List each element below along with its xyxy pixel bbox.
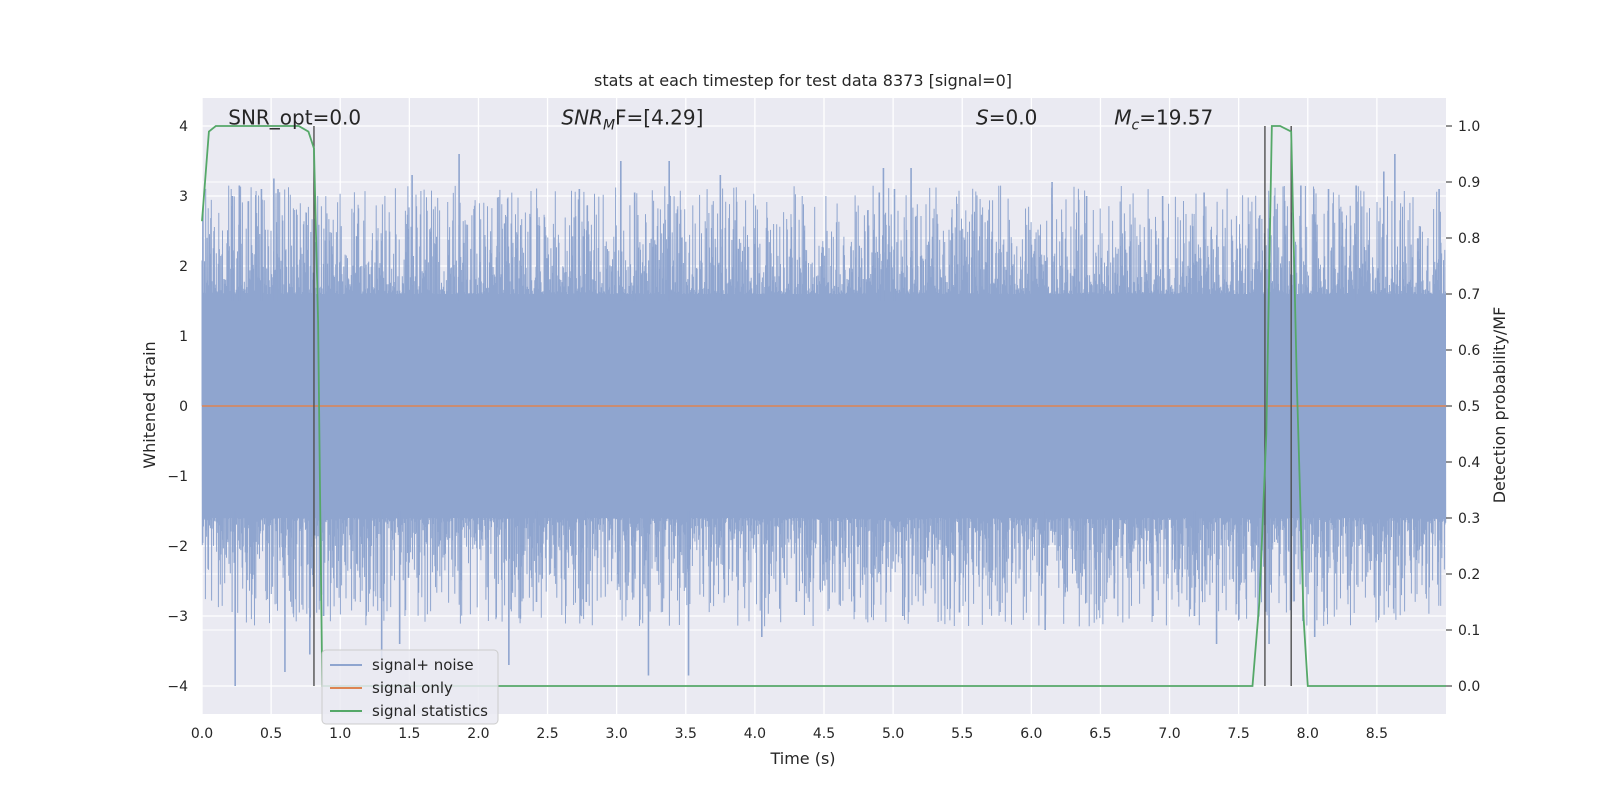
x-axis-label: Time (s) <box>769 749 835 768</box>
y2-tick-label: 0.8 <box>1458 231 1480 247</box>
y-tick-label: 3 <box>179 189 188 205</box>
y2-tick-label: 0.7 <box>1458 287 1480 303</box>
x-tick-label: 0.5 <box>260 726 282 742</box>
x-tick-label: 3.0 <box>606 726 628 742</box>
y-tick-label: −2 <box>167 539 188 555</box>
legend-label: signal+ noise <box>372 656 474 674</box>
annotation-text: S=0.0 <box>976 106 1037 130</box>
y2-tick-label: 0.3 <box>1458 511 1480 527</box>
noise-trace <box>201 185 1447 627</box>
legend-label: signal statistics <box>372 702 488 720</box>
legend: signal+ noise signal only signal statistic… <box>321 649 499 725</box>
x-tick-label: 8.0 <box>1297 726 1319 742</box>
x-axis-ticks: 0.0 0.5 1.0 1.5 2.0 2.5 3.0 3.5 4.0 4.5 5.0 5.5 6.0 6… <box>191 726 1388 742</box>
y2-tick-label: 0.1 <box>1458 623 1480 639</box>
statistics-line <box>201 125 1446 687</box>
y-axis-ticks: −4 −3 −2 −1 0 1 2 3 4 <box>167 119 188 695</box>
x-tick-label: 5.0 <box>882 726 904 742</box>
y-axis-label: Whitened strain <box>140 341 159 468</box>
x-tick-label: 1.5 <box>398 726 420 742</box>
y2-tick-label: 0.0 <box>1458 679 1480 695</box>
y-tick-label: 1 <box>179 329 188 345</box>
x-tick-label: 4.0 <box>744 726 766 742</box>
x-tick-label: 2.5 <box>536 726 558 742</box>
chart-title: stats at each timestep for test data 837… <box>594 71 1012 90</box>
annotation-text: Mc=19.57 <box>1114 106 1213 134</box>
x-tick-label: 7.0 <box>1158 726 1180 742</box>
x-tick-label: 0.0 <box>191 726 213 742</box>
annotations: SNR_opt=0.0 SNRMF=[4.29] S=0.0 Mc=19.57 <box>228 106 1213 134</box>
x-tick-label: 1.0 <box>329 726 351 742</box>
y-tick-label: 2 <box>179 259 188 275</box>
y-tick-label: −1 <box>167 469 188 485</box>
x-tick-label: 5.5 <box>951 726 973 742</box>
x-tick-label: 7.5 <box>1228 726 1250 742</box>
x-tick-label: 2.0 <box>467 726 489 742</box>
annotation-text: SNRMF=[4.29] <box>561 106 703 134</box>
legend-label: signal only <box>372 679 453 697</box>
x-tick-label: 4.5 <box>813 726 835 742</box>
y2-tick-label: 0.5 <box>1458 399 1480 415</box>
annotation-text: SNR_opt=0.0 <box>228 106 361 130</box>
y-tick-label: 0 <box>179 399 188 415</box>
x-tick-label: 3.5 <box>675 726 697 742</box>
y2-tick-label: 1.0 <box>1458 119 1480 135</box>
y-tick-label: 4 <box>179 119 188 135</box>
y2-tick-label: 0.2 <box>1458 567 1480 583</box>
y2-tick-label: 0.9 <box>1458 175 1480 191</box>
y2-tick-label: 0.4 <box>1458 455 1480 471</box>
y2-axis-ticks: 0.0 0.1 0.2 0.3 0.4 0.5 0.6 0.7 0.8 0.9 1.0 <box>1446 119 1480 695</box>
y-tick-label: −3 <box>167 609 188 625</box>
y2-tick-label: 0.6 <box>1458 343 1480 359</box>
y2-axis-label: Detection probability/MF <box>1490 307 1509 504</box>
series-signal-statistics <box>201 125 1446 687</box>
y-tick-label: −4 <box>167 679 188 695</box>
detection-markers <box>313 126 1292 686</box>
legend-box <box>321 649 499 725</box>
x-tick-label: 6.5 <box>1089 726 1111 742</box>
x-tick-label: 6.0 <box>1020 726 1042 742</box>
x-tick-label: 8.5 <box>1366 726 1388 742</box>
